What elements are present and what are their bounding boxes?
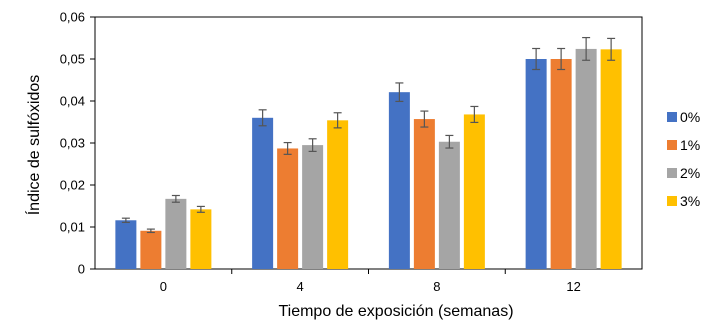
x-tick-label: 12 — [566, 279, 580, 294]
bar — [115, 220, 137, 269]
y-tick-label: 0,03 — [60, 136, 85, 151]
bar — [190, 209, 212, 269]
bar — [140, 230, 162, 269]
bar — [327, 120, 349, 269]
legend-swatch — [667, 196, 677, 206]
y-tick-label: 0,06 — [60, 10, 85, 25]
legend-swatch — [667, 168, 677, 178]
x-axis-title: Tiempo de exposición (semanas) — [278, 303, 513, 320]
y-tick-label: 0,04 — [60, 94, 85, 109]
x-tick-label: 0 — [160, 279, 167, 294]
y-tick-label: 0 — [78, 262, 85, 277]
bar — [463, 114, 485, 269]
legend-label: 0% — [680, 109, 700, 125]
legend-swatch — [667, 112, 677, 122]
bar — [277, 148, 299, 269]
x-tick-label: 4 — [297, 279, 304, 294]
bar — [550, 59, 572, 269]
x-tick-label: 8 — [433, 279, 440, 294]
bar — [600, 49, 622, 270]
legend-label: 1% — [680, 137, 700, 153]
y-tick-label: 0,02 — [60, 178, 85, 193]
bar — [252, 117, 274, 269]
y-tick-label: 0,01 — [60, 220, 85, 235]
y-axis-title: Índice de sulfóxidos — [24, 75, 43, 216]
bar — [413, 119, 435, 269]
bar — [388, 92, 410, 270]
bar — [302, 145, 324, 269]
bar — [575, 48, 597, 269]
legend-label: 2% — [680, 165, 700, 181]
legend-label: 3% — [680, 193, 700, 209]
bar — [165, 198, 187, 269]
y-tick-label: 0,05 — [60, 52, 85, 67]
bar — [525, 59, 547, 269]
bar — [438, 141, 460, 269]
legend-swatch — [667, 140, 677, 150]
